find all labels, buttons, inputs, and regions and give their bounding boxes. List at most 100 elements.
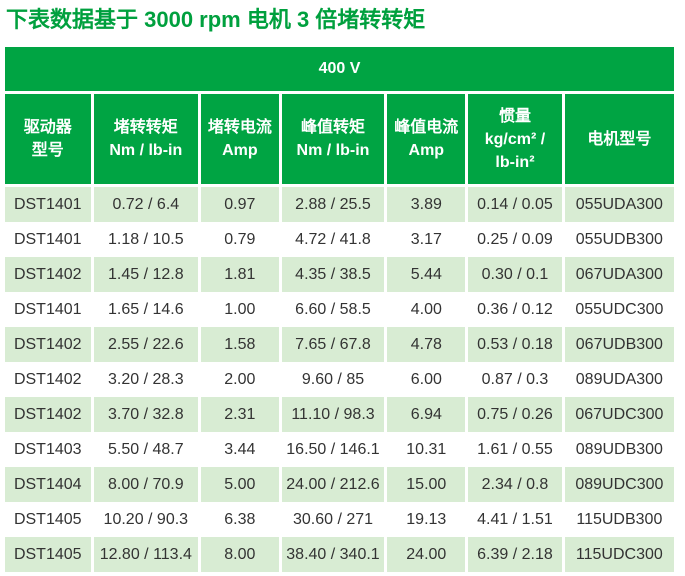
column-header: 峰值转矩 Nm / lb-in	[281, 94, 385, 187]
table-cell: 5.50 / 48.7	[93, 432, 199, 467]
table-cell: 089UDC300	[564, 467, 674, 502]
table-cell: DST1402	[5, 397, 91, 432]
spec-table: 400 V 驱动器型号 堵转转矩 Nm / lb-in 堵转电流 Amp 峰值转矩 Nm /…	[2, 47, 677, 572]
column-header-line: 峰值电流	[394, 119, 459, 136]
column-header-line: kg/cm² /	[484, 130, 546, 148]
table-cell: 055UDB300	[564, 222, 674, 257]
column-header-line: 堵转转矩	[113, 119, 178, 136]
table-cell: DST1405	[5, 502, 91, 537]
table-cell: DST1401	[5, 292, 91, 327]
column-header: 惯量 kg/cm² / lb-in²	[468, 94, 562, 187]
table-cell: 089UDB300	[564, 432, 674, 467]
table-row: DST1402 3.20 / 28.3 2.00 9.60 / 85 6.00 0.87 …	[5, 362, 674, 397]
table-cell: 0.79	[201, 222, 279, 257]
table-cell: 1.58	[201, 327, 279, 362]
table-row: DST1404 8.00 / 70.9 5.00 24.00 / 212.6 15.00…	[5, 467, 674, 502]
table-cell: 4.78	[387, 327, 466, 362]
column-header-line: Nm / lb-in	[109, 142, 183, 159]
table-cell: 1.00	[201, 292, 279, 327]
table-cell: 15.00	[387, 467, 466, 502]
table-cell: 0.36 / 0.12	[468, 292, 562, 327]
column-header-line: Amp	[222, 142, 258, 159]
table-row: DST1401 1.65 / 14.6 1.00 6.60 / 58.5 4.00 0.3…	[5, 292, 674, 327]
table-cell: 1.45 / 12.8	[93, 257, 199, 292]
table-row: DST1402 3.70 / 32.8 2.31 11.10 / 98.3 6.94 0.…	[5, 397, 674, 432]
table-cell: 38.40 / 340.1	[281, 537, 385, 572]
column-header-line: 驱动器	[23, 119, 72, 136]
table-cell: 7.65 / 67.8	[281, 327, 385, 362]
column-header: 峰值电流 Amp	[387, 94, 466, 187]
table-cell: DST1404	[5, 467, 91, 502]
column-header-line: Nm / lb-in	[296, 142, 370, 159]
page-title: 下表数据基于 3000 rpm 电机 3 倍堵转转矩	[6, 7, 426, 32]
table-cell: 1.61 / 0.55	[468, 432, 562, 467]
table-row: DST1405 12.80 / 113.4 8.00 38.40 / 340.1 24.…	[5, 537, 674, 572]
table-cell: 3.89	[387, 187, 466, 222]
table-cell: 2.88 / 25.5	[281, 187, 385, 222]
column-header-line: lb-in²	[495, 153, 535, 171]
table-cell: 4.35 / 38.5	[281, 257, 385, 292]
column-header-line: 堵转电流	[207, 119, 272, 136]
table-cell: 3.17	[387, 222, 466, 257]
table-cell: 0.72 / 6.4	[93, 187, 199, 222]
table-cell: 0.75 / 0.26	[468, 397, 562, 432]
table-cell: DST1403	[5, 432, 91, 467]
table-cell: 4.00	[387, 292, 466, 327]
table-cell: 4.41 / 1.51	[468, 502, 562, 537]
column-header-line: 惯量	[498, 107, 531, 125]
column-header: 驱动器 型号	[5, 94, 91, 187]
table-cell: 4.72 / 41.8	[281, 222, 385, 257]
voltage-header: 400 V	[5, 47, 674, 94]
table-cell: 6.60 / 58.5	[281, 292, 385, 327]
table-cell: 0.97	[201, 187, 279, 222]
table-cell: 10.31	[387, 432, 466, 467]
table-cell: 6.94	[387, 397, 466, 432]
table-cell: 1.65 / 14.6	[93, 292, 199, 327]
table-cell: 6.39 / 2.18	[468, 537, 562, 572]
table-cell: 089UDA300	[564, 362, 674, 397]
table-cell: DST1401	[5, 187, 91, 222]
table-cell: 5.44	[387, 257, 466, 292]
table-row: DST1401 0.72 / 6.4 0.97 2.88 / 25.5 3.89 0.14…	[5, 187, 674, 222]
table-cell: 8.00	[201, 537, 279, 572]
table-cell: 30.60 / 271	[281, 502, 385, 537]
table-cell: 9.60 / 85	[281, 362, 385, 397]
table-cell: 067UDB300	[564, 327, 674, 362]
table-cell: DST1401	[5, 222, 91, 257]
table-cell: 5.00	[201, 467, 279, 502]
table-cell: 11.10 / 98.3	[281, 397, 385, 432]
table-cell: 0.30 / 0.1	[468, 257, 562, 292]
column-header-line: 电机型号	[587, 130, 652, 148]
table-cell: DST1402	[5, 257, 91, 292]
table-cell: 2.31	[201, 397, 279, 432]
table-cell: 0.14 / 0.05	[468, 187, 562, 222]
table-cell: 2.00	[201, 362, 279, 397]
table-cell: DST1402	[5, 362, 91, 397]
table-row: DST1401 1.18 / 10.5 0.79 4.72 / 41.8 3.17 0.2…	[5, 222, 674, 257]
table-cell: 24.00 / 212.6	[281, 467, 385, 502]
table-cell: 067UDC300	[564, 397, 674, 432]
table-cell: DST1405	[5, 537, 91, 572]
table-cell: 067UDA300	[564, 257, 674, 292]
table-row: DST1405 10.20 / 90.3 6.38 30.60 / 271 19.13 4…	[5, 502, 674, 537]
table-cell: DST1402	[5, 327, 91, 362]
column-header-line: 峰值转矩	[300, 119, 365, 136]
table-cell: 1.18 / 10.5	[93, 222, 199, 257]
table-cell: 0.25 / 0.09	[468, 222, 562, 257]
table-cell: 2.34 / 0.8	[468, 467, 562, 502]
table-cell: 6.00	[387, 362, 466, 397]
table-cell: 12.80 / 113.4	[93, 537, 199, 572]
table-cell: 055UDA300	[564, 187, 674, 222]
column-header-line: 型号	[31, 142, 64, 159]
table-cell: 3.20 / 28.3	[93, 362, 199, 397]
table-row: DST1402 2.55 / 22.6 1.58 7.65 / 67.8 4.78 0.5…	[5, 327, 674, 362]
table-cell: 0.87 / 0.3	[468, 362, 562, 397]
table-cell: 8.00 / 70.9	[93, 467, 199, 502]
table-cell: 1.81	[201, 257, 279, 292]
table-cell: 16.50 / 146.1	[281, 432, 385, 467]
table-cell: 3.70 / 32.8	[93, 397, 199, 432]
column-header-line: Amp	[408, 142, 445, 159]
table-cell: 2.55 / 22.6	[93, 327, 199, 362]
column-header: 堵转电流 Amp	[201, 94, 279, 187]
table-cell: 115UDC300	[564, 537, 674, 572]
